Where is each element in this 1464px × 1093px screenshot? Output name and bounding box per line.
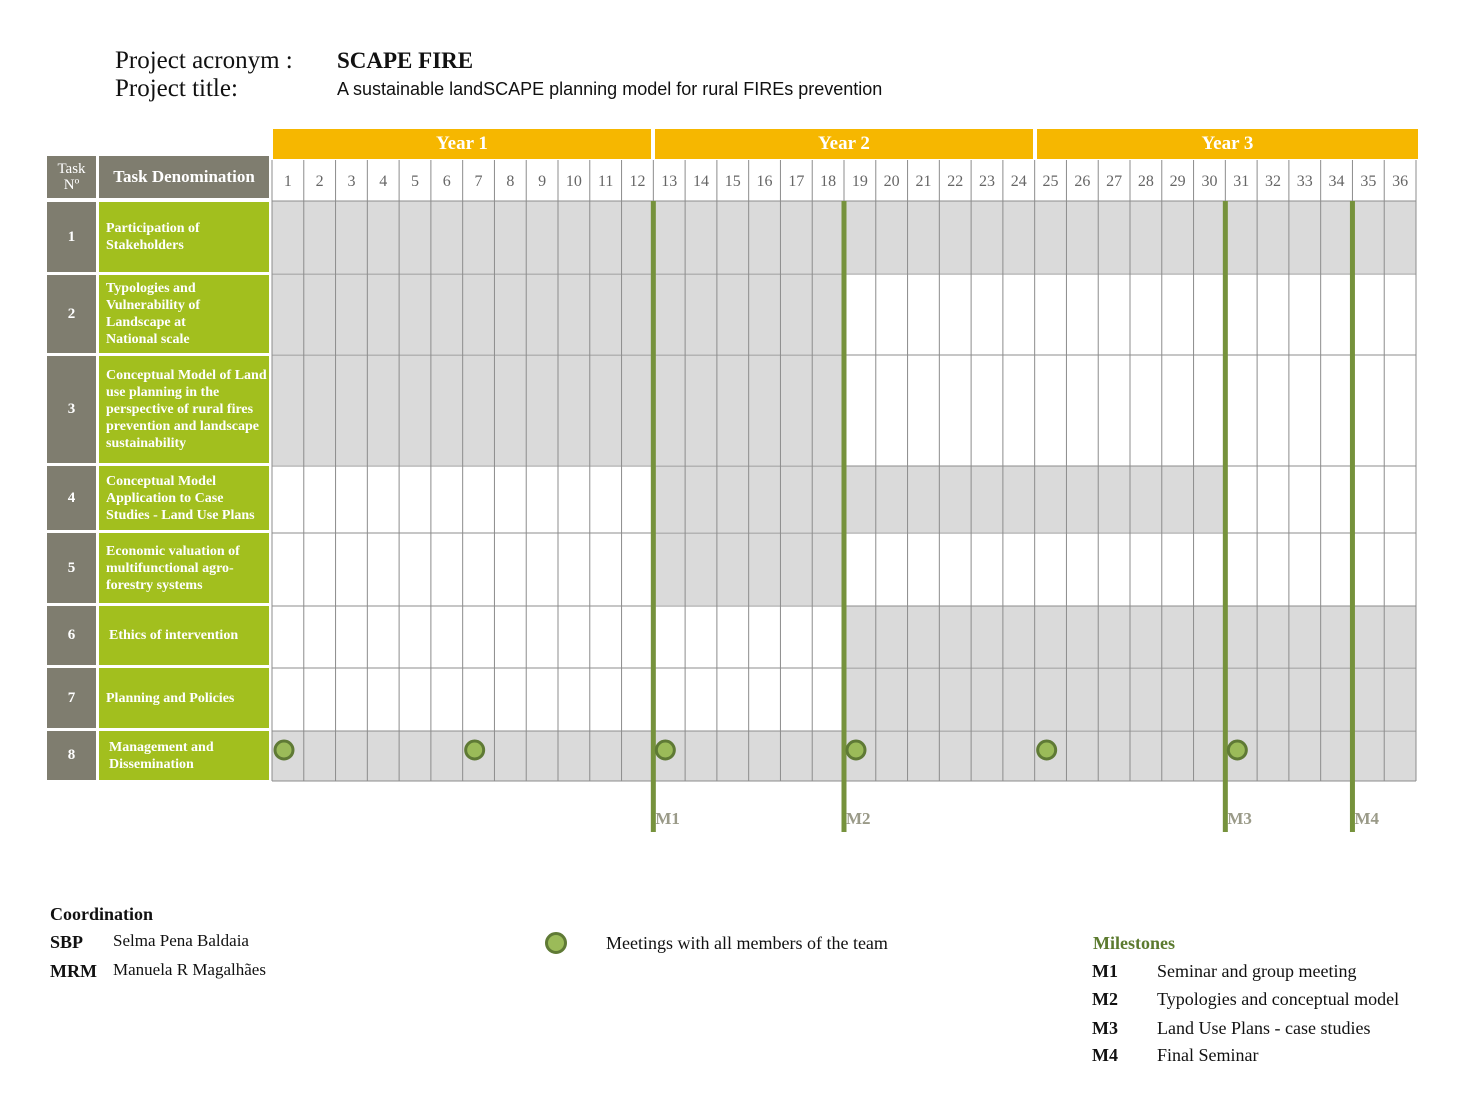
title-label: Project title: [115, 75, 238, 102]
month-label-9: 9 [538, 173, 546, 190]
month-label-14: 14 [693, 173, 709, 190]
meeting-marker-month-31 [1226, 739, 1248, 761]
month-label-22: 22 [947, 173, 963, 190]
month-label-2: 2 [316, 173, 324, 190]
coordinator-name-1: Selma Pena Baldaia [113, 931, 249, 950]
task-number-3: 3 [47, 356, 96, 463]
month-label-34: 34 [1329, 173, 1345, 190]
month-label-7: 7 [475, 173, 483, 190]
month-label-26: 26 [1074, 173, 1090, 190]
milestone-code-1: M1 [1092, 961, 1118, 981]
month-label-12: 12 [629, 173, 645, 190]
milestone-label-m1: M1 [655, 809, 680, 828]
task-denomination-header: Task Denomination [99, 156, 269, 198]
month-label-1: 1 [284, 173, 292, 190]
meetings-legend-label: Meetings with all members of the team [606, 933, 888, 953]
coordinator-name-2: Manuela R Magalhães [113, 960, 266, 979]
year-2-header: Year 2 [655, 129, 1033, 159]
task-number-6: 6 [47, 606, 96, 665]
task-number-8: 8 [47, 731, 96, 780]
milestone-text-1: Seminar and group meeting [1157, 961, 1357, 981]
month-label-4: 4 [379, 173, 387, 190]
month-label-10: 10 [566, 173, 582, 190]
task-number-1: 1 [47, 202, 96, 272]
task-number-header: Task Nº [47, 156, 96, 198]
task-number-5: 5 [47, 533, 96, 603]
meeting-marker-month-7 [464, 739, 486, 761]
month-label-32: 32 [1265, 173, 1281, 190]
task-name-6: Ethics of intervention [99, 606, 269, 665]
task-number-2: 2 [47, 275, 96, 353]
task-number-7: 7 [47, 668, 96, 728]
coordination-title: Coordination [50, 904, 154, 924]
month-label-20: 20 [884, 173, 900, 190]
month-label-3: 3 [347, 173, 355, 190]
month-label-15: 15 [725, 173, 741, 190]
month-label-28: 28 [1138, 173, 1154, 190]
task-name-8: Management and Dissemination [99, 731, 269, 780]
month-label-30: 30 [1201, 173, 1217, 190]
task-name-1: Participation of Stakeholders [99, 202, 269, 272]
task-name-2: Typologies and Vulnerability of Landscap… [99, 275, 269, 353]
month-label-36: 36 [1392, 173, 1408, 190]
month-label-25: 25 [1043, 173, 1059, 190]
meeting-marker-icon [545, 932, 567, 954]
meeting-marker-month-19 [845, 739, 867, 761]
task-name-5: Economic valuation of multifunctional ag… [99, 533, 269, 603]
task-name-7: Planning and Policies [99, 668, 269, 728]
milestones-title: Milestones [1093, 933, 1175, 953]
month-label-18: 18 [820, 173, 836, 190]
gantt-grid: 1 2 3 4 5 6 7 8 9 10 11 12 13 14 15 16 17 18 19 20 21 22 23 24 2… [271, 160, 1417, 832]
milestone-text-4: Final Seminar [1157, 1045, 1259, 1065]
milestone-code-4: M4 [1092, 1045, 1118, 1065]
month-label-29: 29 [1170, 173, 1186, 190]
month-label-16: 16 [757, 173, 773, 190]
month-label-13: 13 [661, 173, 677, 190]
month-label-11: 11 [598, 173, 613, 190]
meeting-marker-month-13 [654, 739, 676, 761]
milestone-code-3: M3 [1092, 1018, 1118, 1038]
month-label-33: 33 [1297, 173, 1313, 190]
acronym-label: Project acronym : [115, 47, 293, 74]
task-name-3: Conceptual Model of Land use planning in… [99, 356, 269, 463]
month-label-17: 17 [788, 173, 804, 190]
month-label-31: 31 [1233, 173, 1249, 190]
month-label-6: 6 [443, 173, 451, 190]
milestone-text-2: Typologies and conceptual model [1157, 989, 1400, 1009]
year-1-header: Year 1 [273, 129, 651, 159]
month-label-19: 19 [852, 173, 868, 190]
month-label-21: 21 [915, 173, 931, 190]
month-label-24: 24 [1011, 173, 1027, 190]
milestone-code-2: M2 [1092, 989, 1118, 1009]
task-number-4: 4 [47, 466, 96, 530]
milestone-label-m3: M3 [1227, 809, 1252, 828]
project-title: A sustainable landSCAPE planning model f… [337, 79, 883, 99]
meeting-marker-month-25 [1036, 739, 1058, 761]
coordinator-code-2: MRM [50, 961, 97, 981]
month-label-5: 5 [411, 173, 419, 190]
milestone-label-m4: M4 [1354, 809, 1379, 828]
month-label-8: 8 [506, 173, 514, 190]
task-name-4: Conceptual Model Application to Case Stu… [99, 466, 269, 530]
coordinator-code-1: SBP [50, 932, 84, 952]
month-label-35: 35 [1360, 173, 1376, 190]
year-3-header: Year 3 [1037, 129, 1418, 159]
month-label-23: 23 [979, 173, 995, 190]
month-label-27: 27 [1106, 173, 1122, 190]
milestone-label-m2: M2 [846, 809, 871, 828]
project-acronym: SCAPE FIRE [337, 48, 474, 73]
meeting-marker-month-1 [273, 739, 295, 761]
milestone-text-3: Land Use Plans - case studies [1157, 1018, 1371, 1038]
